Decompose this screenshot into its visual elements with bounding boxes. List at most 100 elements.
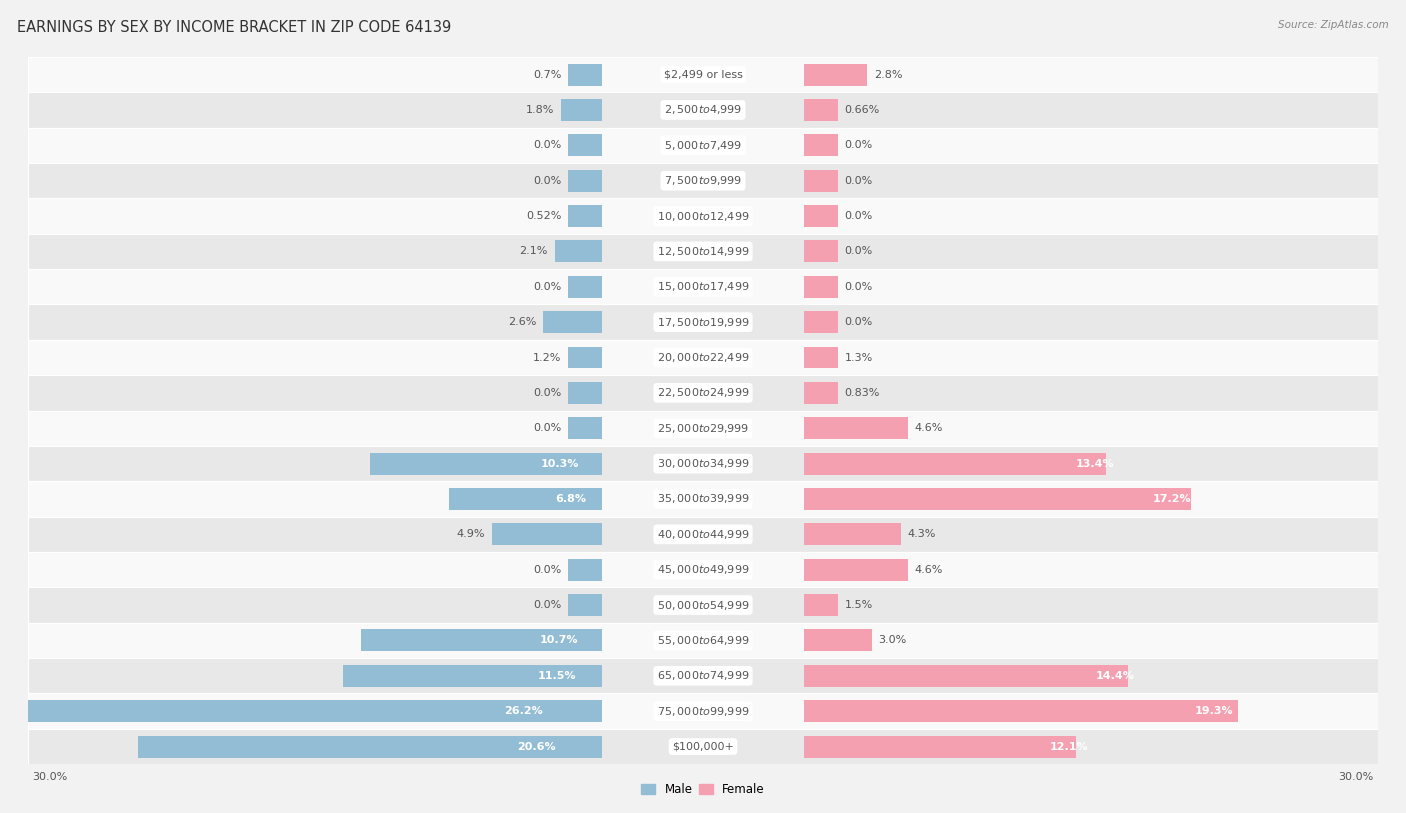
Text: 0.52%: 0.52% (526, 211, 561, 221)
Bar (28, 163, 1378, 198)
Text: $10,000 to $12,499: $10,000 to $12,499 (657, 210, 749, 223)
Text: $22,500 to $24,999: $22,500 to $24,999 (657, 386, 749, 399)
Bar (449, 488, 602, 510)
Bar (28, 517, 1378, 552)
Text: 0.0%: 0.0% (533, 141, 561, 150)
Text: 4.9%: 4.9% (457, 529, 485, 539)
Text: 4.3%: 4.3% (908, 529, 936, 539)
Bar (13, 700, 602, 722)
Text: $35,000 to $39,999: $35,000 to $39,999 (657, 493, 749, 506)
Text: 2.8%: 2.8% (875, 70, 903, 80)
Text: 0.0%: 0.0% (845, 141, 873, 150)
Text: 0.0%: 0.0% (845, 282, 873, 292)
Bar (804, 417, 908, 439)
Bar (804, 205, 838, 227)
Bar (568, 417, 602, 439)
Text: $5,000 to $7,499: $5,000 to $7,499 (664, 139, 742, 152)
Bar (28, 411, 1378, 446)
Legend: Male, Female: Male, Female (637, 778, 769, 801)
Bar (804, 559, 908, 580)
Bar (28, 623, 1378, 659)
Bar (568, 63, 602, 85)
Bar (568, 205, 602, 227)
Bar (543, 311, 602, 333)
Text: 20.6%: 20.6% (517, 741, 555, 751)
Text: $2,500 to $4,999: $2,500 to $4,999 (664, 103, 742, 116)
Bar (804, 99, 838, 121)
Bar (568, 346, 602, 368)
Text: 0.66%: 0.66% (845, 105, 880, 115)
Bar (804, 488, 1191, 510)
Bar (804, 63, 868, 85)
Bar (28, 376, 1378, 411)
Bar (28, 659, 1378, 693)
Text: $7,500 to $9,999: $7,500 to $9,999 (664, 174, 742, 187)
Bar (804, 524, 901, 546)
Bar (28, 233, 1378, 269)
Bar (28, 198, 1378, 234)
Bar (28, 92, 1378, 128)
Text: $20,000 to $22,499: $20,000 to $22,499 (657, 351, 749, 364)
Text: $75,000 to $99,999: $75,000 to $99,999 (657, 705, 749, 718)
Text: 0.0%: 0.0% (533, 600, 561, 610)
Text: 1.5%: 1.5% (845, 600, 873, 610)
Bar (568, 170, 602, 192)
Text: 1.2%: 1.2% (533, 353, 561, 363)
Bar (804, 700, 1239, 722)
Text: 0.0%: 0.0% (533, 388, 561, 398)
Bar (804, 134, 838, 156)
Bar (28, 269, 1378, 304)
Text: 11.5%: 11.5% (537, 671, 576, 680)
Bar (28, 481, 1378, 517)
Bar (804, 736, 1077, 758)
Bar (804, 594, 838, 616)
Bar (138, 736, 602, 758)
Bar (804, 170, 838, 192)
Text: 30.0%: 30.0% (1339, 772, 1374, 781)
Text: $65,000 to $74,999: $65,000 to $74,999 (657, 669, 749, 682)
Bar (28, 446, 1378, 481)
Bar (568, 276, 602, 298)
Text: 12.1%: 12.1% (1049, 741, 1088, 751)
Text: 0.0%: 0.0% (845, 176, 873, 185)
Text: 2.6%: 2.6% (508, 317, 537, 327)
Bar (492, 524, 602, 546)
Bar (554, 241, 602, 263)
Text: $45,000 to $49,999: $45,000 to $49,999 (657, 563, 749, 576)
Text: $17,500 to $19,999: $17,500 to $19,999 (657, 315, 749, 328)
Text: 0.0%: 0.0% (533, 176, 561, 185)
Text: 26.2%: 26.2% (505, 706, 543, 716)
Bar (804, 665, 1128, 687)
Bar (561, 99, 602, 121)
Text: 6.8%: 6.8% (555, 494, 586, 504)
Text: 0.7%: 0.7% (533, 70, 561, 80)
Text: 0.0%: 0.0% (533, 424, 561, 433)
Bar (804, 311, 838, 333)
Text: 0.0%: 0.0% (845, 246, 873, 256)
Text: $30,000 to $34,999: $30,000 to $34,999 (657, 457, 749, 470)
Bar (370, 453, 602, 475)
Text: 0.0%: 0.0% (845, 211, 873, 221)
Bar (804, 629, 872, 651)
Text: 2.1%: 2.1% (519, 246, 548, 256)
Bar (28, 340, 1378, 375)
Bar (28, 304, 1378, 340)
Bar (28, 693, 1378, 729)
Text: 1.3%: 1.3% (845, 353, 873, 363)
Bar (361, 629, 602, 651)
Text: Source: ZipAtlas.com: Source: ZipAtlas.com (1278, 20, 1389, 30)
Text: 4.6%: 4.6% (914, 565, 943, 575)
Text: 0.0%: 0.0% (533, 282, 561, 292)
Text: 0.83%: 0.83% (845, 388, 880, 398)
Text: 13.4%: 13.4% (1076, 459, 1114, 468)
Bar (28, 128, 1378, 163)
Bar (804, 382, 838, 404)
Bar (568, 559, 602, 580)
Text: 17.2%: 17.2% (1153, 494, 1191, 504)
Bar (343, 665, 602, 687)
Text: 0.0%: 0.0% (533, 565, 561, 575)
Text: 10.3%: 10.3% (540, 459, 579, 468)
Text: 4.6%: 4.6% (914, 424, 943, 433)
Text: 19.3%: 19.3% (1195, 706, 1233, 716)
Text: 0.0%: 0.0% (845, 317, 873, 327)
